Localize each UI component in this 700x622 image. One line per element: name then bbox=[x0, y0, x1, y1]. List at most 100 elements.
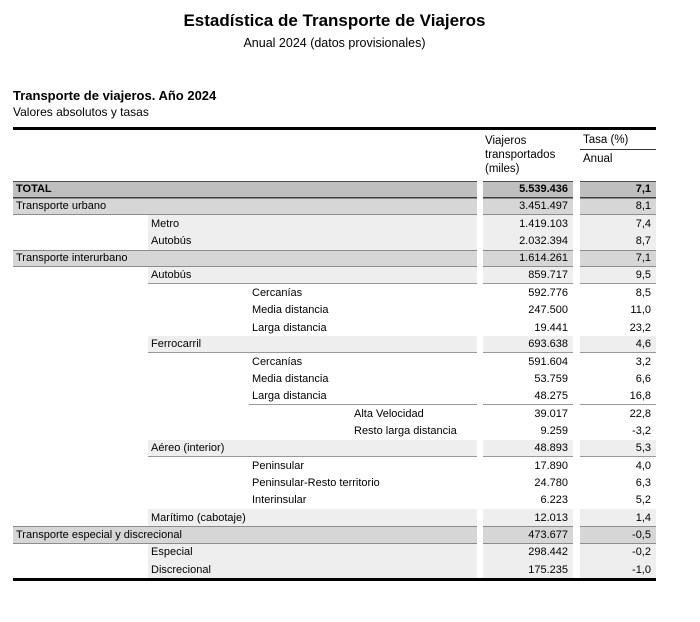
header-tasa-sublabel: Anual bbox=[583, 152, 613, 165]
tasa-value: 11,0 bbox=[630, 304, 651, 317]
tasa-value: -3,2 bbox=[632, 425, 651, 438]
row-label: Aéreo (interior) bbox=[148, 439, 477, 458]
viajeros-value: 175.235 bbox=[483, 561, 573, 579]
row-label-cell: Marítimo (cabotaje) bbox=[13, 509, 477, 527]
table-bottom-rule bbox=[13, 578, 656, 581]
tasa-value: 16,8 bbox=[580, 388, 656, 406]
table-row: Autobús 859.717 9,5 bbox=[13, 266, 656, 285]
table-row: TOTAL 5.539.436 7,1 bbox=[13, 180, 656, 198]
viajeros-value: 592.776 bbox=[528, 286, 568, 299]
row-label: Media distancia bbox=[252, 373, 329, 386]
viajeros-value: 1.419.103 bbox=[483, 215, 573, 233]
row-label-cell: Media distancia bbox=[13, 371, 477, 388]
row-label: Marítimo (cabotaje) bbox=[148, 509, 477, 527]
viajeros-value: 39.017 bbox=[534, 408, 568, 420]
row-label-cell: Autobús bbox=[13, 266, 477, 285]
tasa-value: 8,1 bbox=[580, 197, 656, 216]
row-label: TOTAL bbox=[13, 180, 477, 198]
table-row: Peninsular-Resto territorio 24.780 6,3 bbox=[13, 475, 656, 492]
row-label-cell: Transporte especial y discrecional bbox=[13, 526, 477, 544]
row-label: Cercanías bbox=[252, 356, 303, 369]
row-label: Interinsular bbox=[252, 494, 307, 507]
table-row: Discrecional 175.235 -1,0 bbox=[13, 561, 656, 579]
header-tasa: Tasa (%) Anual bbox=[580, 133, 656, 165]
table-row: Ferrocarril 693.638 4,6 bbox=[13, 336, 656, 354]
viajeros-value: 9.259 bbox=[540, 425, 568, 438]
viajeros-value: 19.441 bbox=[534, 321, 568, 334]
viajeros-value: 6.223 bbox=[540, 494, 568, 507]
tasa-value: 5,2 bbox=[635, 494, 651, 507]
table-row: Larga distancia 19.441 23,2 bbox=[13, 319, 656, 336]
row-label-cell: TOTAL bbox=[13, 180, 477, 198]
table-row: Transporte urbano 3.451.497 8,1 bbox=[13, 197, 656, 216]
report-content: Estadística de Transporte de Viajeros An… bbox=[13, 0, 656, 581]
viajeros-value: 859.717 bbox=[483, 266, 573, 285]
table-top-rule bbox=[13, 127, 656, 130]
viajeros-value: 48.275 bbox=[483, 388, 573, 406]
row-label: Transporte interurbano bbox=[13, 249, 477, 267]
table-row: Especial 298.442 -0,2 bbox=[13, 543, 656, 562]
viajeros-value: 17.890 bbox=[534, 459, 568, 472]
row-label-cell: Resto larga distancia bbox=[13, 423, 477, 440]
table-row: Transporte interurbano 1.614.261 7,1 bbox=[13, 249, 656, 267]
tasa-value: 3,2 bbox=[635, 356, 651, 369]
row-label-cell: Media distancia bbox=[13, 302, 477, 319]
row-label: Cercanías bbox=[252, 286, 303, 299]
section-title: Transporte de viajeros. Año 2024 bbox=[13, 88, 217, 103]
row-label: Larga distancia bbox=[249, 388, 477, 406]
viajeros-value: 5.539.436 bbox=[483, 180, 573, 198]
viajeros-value: 12.013 bbox=[483, 509, 573, 527]
row-label-cell: Alta Velocidad bbox=[13, 405, 477, 422]
tasa-value: 22,8 bbox=[629, 408, 651, 420]
tasa-value: 8,7 bbox=[580, 232, 656, 250]
row-label: Transporte especial y discrecional bbox=[13, 526, 477, 544]
table-row: Metro 1.419.103 7,4 bbox=[13, 215, 656, 233]
tasa-value: -1,0 bbox=[580, 561, 656, 579]
tasa-value: 7,4 bbox=[580, 215, 656, 233]
table-row: Autobús 2.032.394 8,7 bbox=[13, 232, 656, 250]
viajeros-value: 298.442 bbox=[483, 543, 573, 562]
row-label-cell: Larga distancia bbox=[13, 388, 477, 406]
row-label-cell: Ferrocarril bbox=[13, 336, 477, 354]
row-label-cell: Larga distancia bbox=[13, 319, 477, 336]
viajeros-value: 53.759 bbox=[534, 373, 568, 386]
tasa-value: 7,1 bbox=[580, 249, 656, 267]
header-viajeros: Viajeros transportados (miles) bbox=[483, 133, 573, 176]
row-label: Peninsular bbox=[252, 459, 304, 472]
tasa-value: 9,5 bbox=[580, 266, 656, 285]
section-subtitle: Valores absolutos y tasas bbox=[13, 105, 149, 119]
row-label: Autobús bbox=[148, 232, 477, 250]
row-label-cell: Transporte interurbano bbox=[13, 249, 477, 267]
header-tasa-label: Tasa (%) bbox=[580, 133, 656, 150]
tasa-value: -0,5 bbox=[580, 526, 656, 544]
tasa-value: 1,4 bbox=[580, 509, 656, 527]
row-label: Larga distancia bbox=[252, 321, 327, 334]
header-viajeros-line2: transportados bbox=[485, 148, 556, 161]
table-row: Aéreo (interior) 48.893 5,3 bbox=[13, 439, 656, 458]
viajeros-value: 48.893 bbox=[483, 439, 573, 458]
table-row: Interinsular 6.223 5,2 bbox=[13, 492, 656, 509]
row-label-cell: Transporte urbano bbox=[13, 197, 477, 216]
row-label-cell: Metro bbox=[13, 215, 477, 233]
tasa-value: 7,1 bbox=[580, 180, 656, 198]
row-label-cell: Autobús bbox=[13, 232, 477, 250]
row-label-cell: Cercanías bbox=[13, 353, 477, 370]
table-row: Larga distancia 48.275 16,8 bbox=[13, 388, 656, 406]
header-viajeros-line3: (miles) bbox=[485, 162, 520, 175]
page-subtitle: Anual 2024 (datos provisionales) bbox=[243, 36, 426, 50]
tasa-value: 6,3 bbox=[635, 477, 651, 490]
viajeros-value: 1.614.261 bbox=[483, 249, 573, 267]
row-label-cell: Aéreo (interior) bbox=[13, 439, 477, 458]
tasa-value: -0,2 bbox=[580, 543, 656, 562]
table-row: Cercanías 592.776 8,5 bbox=[13, 284, 656, 301]
row-label: Autobús bbox=[148, 266, 477, 285]
tasa-value: 4,6 bbox=[580, 336, 656, 354]
row-label-cell: Especial bbox=[13, 543, 477, 562]
table-row: Cercanías 591.604 3,2 bbox=[13, 353, 656, 370]
viajeros-value: 2.032.394 bbox=[483, 232, 573, 250]
viajeros-value: 473.677 bbox=[483, 526, 573, 544]
table-row: Transporte especial y discrecional 473.67… bbox=[13, 526, 656, 544]
row-label-cell: Discrecional bbox=[13, 561, 477, 579]
row-label: Alta Velocidad bbox=[354, 408, 424, 420]
